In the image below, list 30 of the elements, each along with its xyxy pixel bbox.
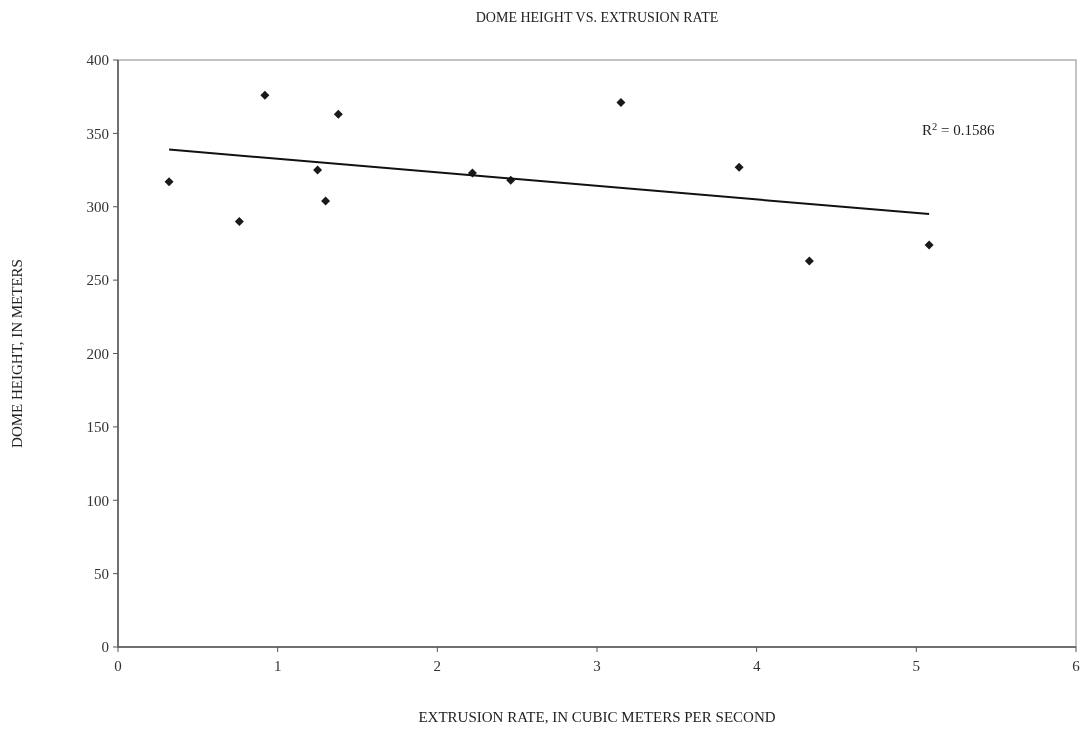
y-tick-label: 300 [86,199,109,215]
point [313,165,323,175]
chart-title: DOME HEIGHT VS. EXTRUSION RATE [475,10,719,25]
point [924,240,934,250]
point [616,98,626,108]
x-tick-label: 1 [273,658,282,674]
y-tick-label: 100 [86,492,109,509]
point [321,196,331,206]
x-tick-label: 0 [114,658,122,674]
y-tick-label: 250 [86,272,109,289]
point [734,162,744,172]
point [804,256,814,266]
y-axis-title: DOME HEIGHT, IN METERS [9,259,25,448]
annotation: R$^{2}$ = 0.1586 [922,120,995,138]
y-tick-label: 0 [101,639,109,656]
y-tick-label: 50 [94,565,109,582]
x-tick-label: 6 [1072,658,1081,674]
x-tick-label: 3 [593,658,601,674]
y-tick-label: 200 [86,345,109,362]
x-axis-title: EXTRUSION RATE, IN CUBIC METERS PER SECOND [418,709,776,725]
y-tick-label: 350 [86,125,109,142]
point [333,109,343,119]
y-tick-label: 400 [86,52,109,69]
y-tick-label: 150 [86,419,109,436]
x-tick-label: 2 [433,658,442,674]
point [260,90,270,100]
x-tick-label: 5 [912,658,921,674]
x-tick-label: 4 [752,658,761,674]
point [234,216,244,226]
point [164,177,174,187]
